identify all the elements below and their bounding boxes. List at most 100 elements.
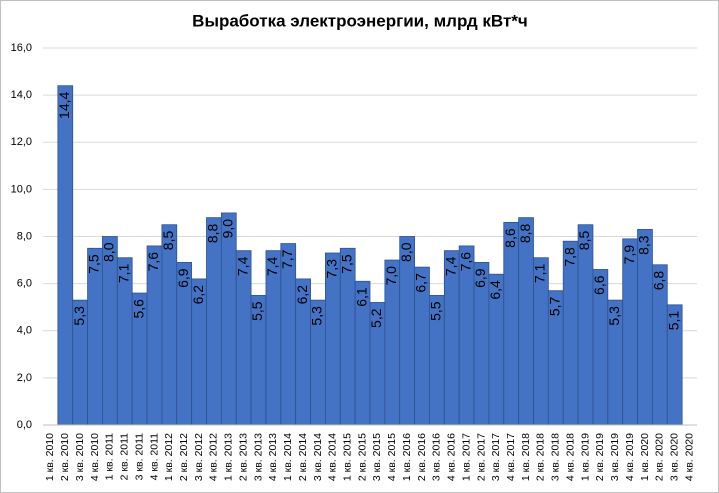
data-label: 6,9 (175, 268, 191, 288)
chart-title: Выработка электроэнергии, млрд кВт*ч (192, 11, 528, 30)
x-tick-label: 1 кв. 2011 (104, 433, 116, 481)
x-tick-label: 4 кв. 2017 (505, 433, 517, 481)
data-label: 6,8 (651, 271, 667, 291)
x-tick-label: 1 кв. 2012 (163, 433, 175, 481)
data-label: 7,5 (86, 254, 102, 274)
x-tick-label: 3 кв. 2013 (252, 433, 264, 481)
data-label: 6,6 (591, 275, 607, 295)
x-tick-label: 1 кв. 2017 (460, 433, 472, 481)
data-label: 7,6 (145, 252, 161, 272)
data-label: 7,1 (115, 263, 131, 283)
y-tick-label: 6,0 (17, 278, 32, 290)
x-tick-label: 2 кв. 2020 (654, 433, 666, 481)
x-tick-label: 4 кв. 2018 (564, 433, 576, 481)
data-label: 8,0 (101, 242, 117, 262)
x-tick-label: 4 кв. 2014 (327, 433, 339, 481)
data-label: 7,4 (442, 256, 458, 276)
data-label: 6,2 (294, 285, 310, 305)
data-label: 7,5 (338, 254, 354, 274)
x-tick-label: 1 кв. 2014 (282, 433, 294, 481)
data-label: 5,1 (665, 311, 681, 331)
x-tick-label: 2 кв. 2015 (356, 433, 368, 481)
x-tick-label: 4 кв. 2016 (446, 433, 458, 481)
data-label: 8,6 (502, 228, 518, 248)
data-label: 7,0 (383, 266, 399, 286)
x-tick-label: 3 кв. 2011 (133, 433, 145, 481)
bar (637, 229, 653, 426)
y-tick-label: 14,0 (11, 89, 32, 101)
bar (220, 212, 237, 426)
x-tick-label: 3 кв. 2015 (371, 433, 383, 481)
bar (57, 85, 74, 426)
data-label: 8,5 (576, 231, 592, 251)
bar (280, 243, 297, 426)
data-label: 8,8 (205, 223, 221, 243)
y-tick-label: 4,0 (17, 325, 32, 337)
x-tick-label: 2 кв. 2019 (594, 433, 606, 481)
x-tick-label: 3 кв. 2019 (609, 433, 621, 481)
x-tick-label: 2 кв. 2012 (178, 433, 190, 481)
x-tick-label: 3 кв. 2014 (312, 433, 324, 481)
data-label: 5,6 (130, 299, 146, 319)
data-label: 7,7 (279, 249, 295, 269)
x-tick-label: 1 кв. 2020 (639, 433, 651, 481)
data-label: 7,9 (621, 245, 637, 265)
data-label: 6,7 (413, 273, 429, 293)
x-tick-label: 4 кв. 2012 (208, 433, 220, 481)
data-label: 8,0 (398, 242, 414, 262)
data-label: 5,3 (606, 306, 622, 326)
data-label: 8,8 (517, 223, 533, 243)
bar (399, 236, 415, 426)
x-tick-label: 3 кв. 2018 (550, 433, 562, 481)
data-label: 6,9 (472, 268, 488, 288)
bar (622, 238, 638, 426)
x-tick-label: 3 кв. 2016 (431, 433, 443, 481)
bar (518, 217, 534, 426)
data-label: 7,1 (532, 263, 548, 283)
x-tick-label: 4 кв. 2013 (267, 433, 279, 481)
x-tick-label: 1 кв. 2015 (341, 433, 353, 481)
x-tick-label: 3 кв. 2012 (193, 433, 205, 481)
data-label: 5,3 (71, 306, 87, 326)
data-label: 5,2 (368, 308, 384, 328)
y-tick-label: 0,0 (17, 419, 32, 431)
x-tick-label: 2 кв. 2016 (416, 433, 428, 481)
data-label: 5,7 (546, 296, 562, 316)
bar (161, 224, 178, 426)
data-label: 8,3 (636, 235, 652, 255)
bar (562, 240, 579, 426)
bar (503, 221, 520, 426)
bar (87, 247, 103, 426)
data-label: 5,3 (309, 306, 325, 326)
bar (146, 245, 163, 426)
x-tick-label: 1 кв. 2016 (401, 433, 413, 481)
x-tick-label: 1 кв. 2010 (44, 433, 56, 481)
data-label: 9,0 (219, 219, 235, 239)
data-label: 8,5 (160, 231, 176, 251)
x-tick-label: 4 кв. 2019 (624, 433, 636, 481)
x-tick-label: 2 кв. 2013 (237, 433, 249, 481)
data-label: 7,8 (561, 247, 577, 267)
data-label: 7,3 (324, 259, 340, 279)
x-tick-label: 2 кв. 2010 (59, 433, 71, 481)
y-tick-label: 2,0 (17, 372, 32, 384)
x-tick-label: 1 кв. 2019 (579, 433, 591, 481)
x-tick-label: 4 кв. 2015 (386, 433, 398, 481)
y-tick-label: 12,0 (11, 136, 32, 148)
data-label: 5,5 (249, 301, 265, 321)
x-tick-label: 4 кв. 2010 (89, 433, 101, 481)
bar (577, 224, 594, 426)
data-label: 7,4 (264, 256, 280, 276)
data-label: 6,2 (190, 285, 206, 305)
data-label: 6,1 (353, 287, 369, 307)
data-label: 7,6 (457, 252, 473, 272)
bar (206, 217, 222, 426)
x-tick-label: 3 кв. 2017 (490, 433, 502, 481)
x-tick-label: 1 кв. 2013 (223, 433, 235, 481)
x-tick-label: 2 кв. 2014 (297, 433, 309, 481)
x-tick-label: 2 кв. 2011 (119, 433, 131, 481)
x-tick-label: 3 кв. 2010 (74, 433, 86, 481)
data-label: 5,5 (428, 301, 444, 321)
x-tick-label: 4 кв. 2020 (683, 433, 695, 481)
